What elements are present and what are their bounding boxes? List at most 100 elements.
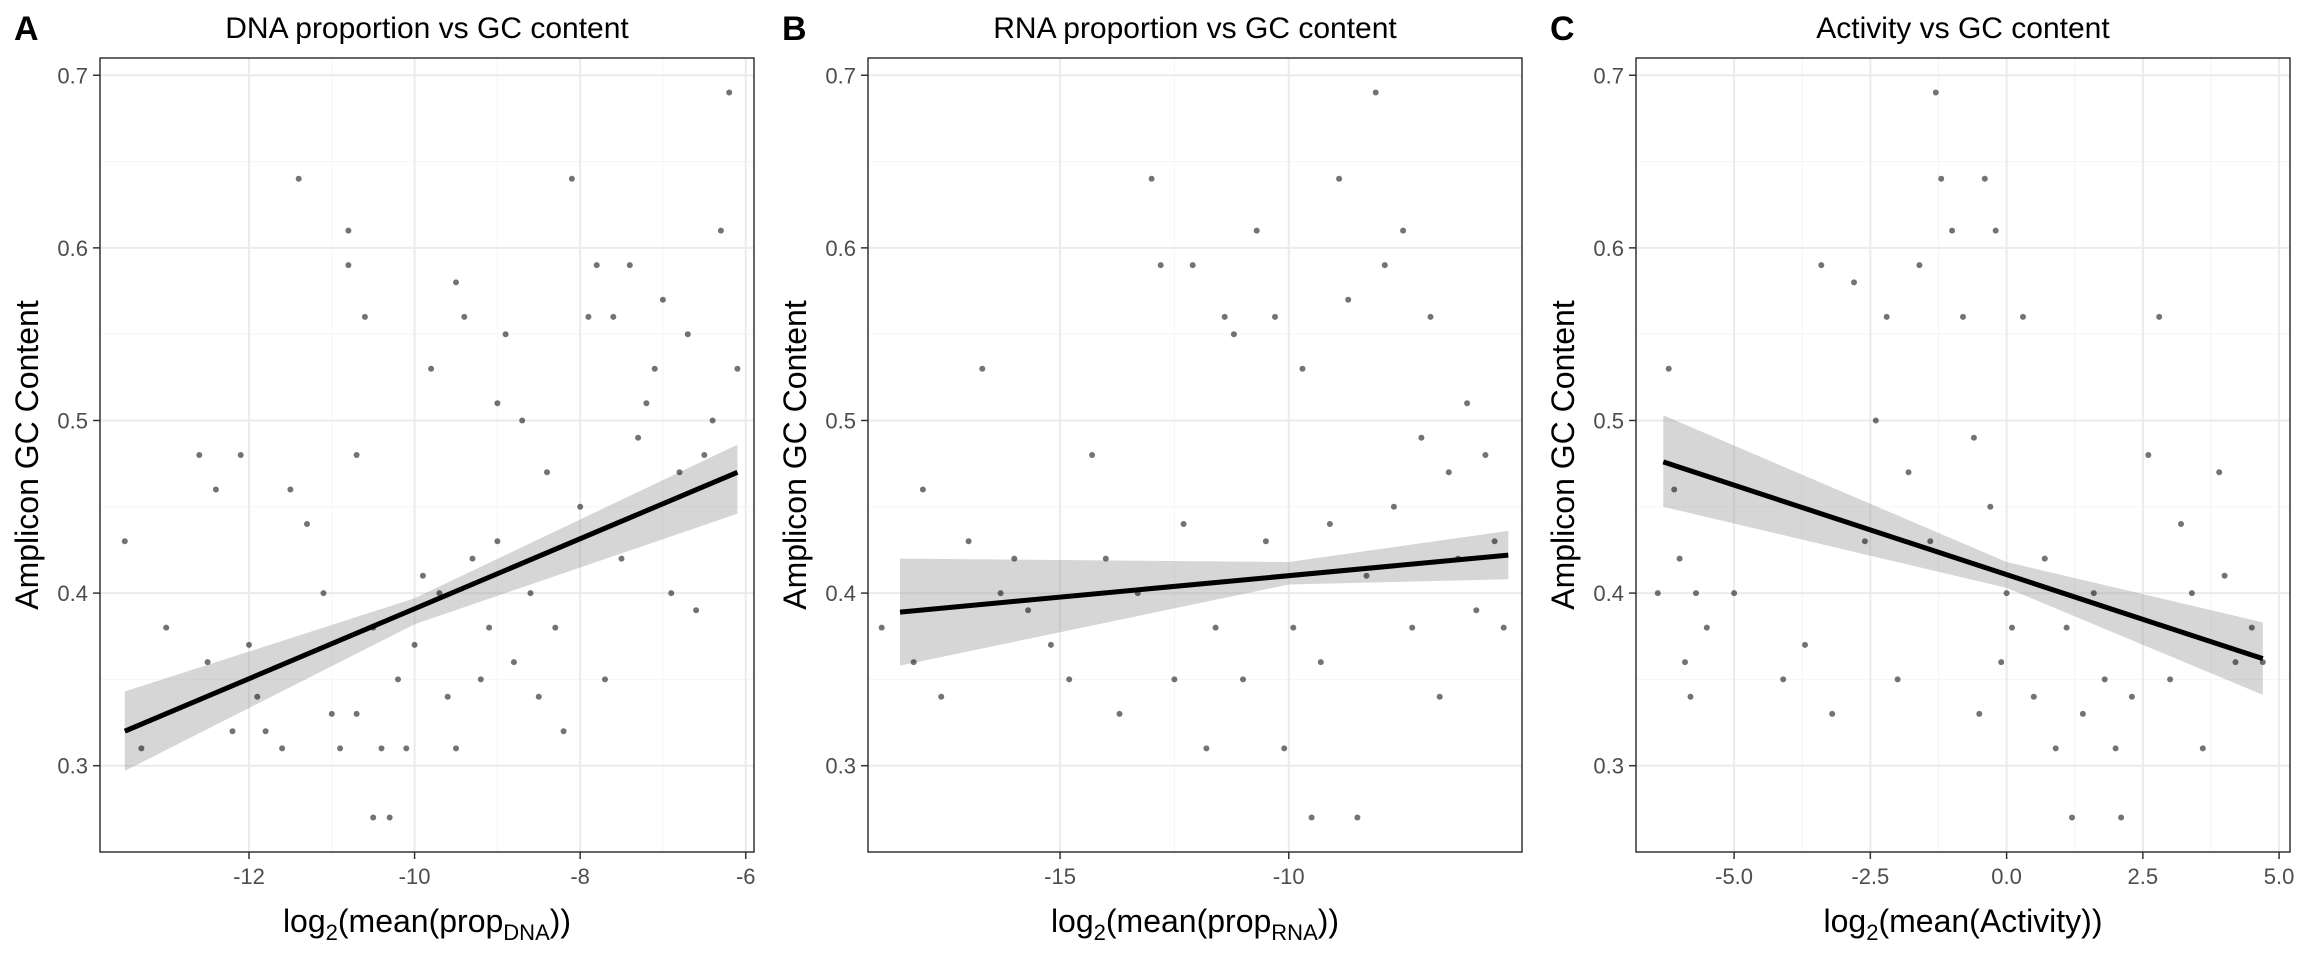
x-tick-label: -10 xyxy=(1273,864,1305,889)
data-point xyxy=(428,365,435,372)
data-point xyxy=(1290,624,1297,631)
x-tick-label: -15 xyxy=(1044,864,1076,889)
data-point xyxy=(461,313,468,320)
data-point xyxy=(353,452,360,458)
data-point xyxy=(486,624,493,631)
data-point xyxy=(544,469,550,476)
x-tick-label: -8 xyxy=(570,864,590,889)
data-point xyxy=(651,365,658,372)
data-point xyxy=(997,590,1004,597)
x-tick-label: 2.5 xyxy=(2128,864,2159,889)
data-point xyxy=(1473,607,1480,614)
data-point xyxy=(304,521,310,527)
x-axis-label: log2(mean(propDNA)) xyxy=(283,903,571,945)
data-point xyxy=(602,676,608,683)
data-point xyxy=(328,710,335,717)
data-point xyxy=(345,262,352,269)
regression-line xyxy=(899,552,1509,615)
data-point xyxy=(1326,521,1333,527)
data-point xyxy=(593,262,600,269)
data-point xyxy=(1491,538,1498,545)
data-point xyxy=(2030,693,2037,700)
data-point xyxy=(2003,590,2010,597)
data-point xyxy=(1363,572,1370,579)
panel-title: RNA proportion vs GC content xyxy=(993,12,1397,45)
data-point xyxy=(196,452,203,458)
data-point xyxy=(643,400,650,407)
data-point xyxy=(1998,659,2005,666)
data-point xyxy=(163,624,170,631)
y-tick-label: 0.7 xyxy=(57,63,88,88)
x-tick-label: -6 xyxy=(736,864,756,889)
data-point xyxy=(878,624,885,631)
data-point xyxy=(1987,503,1994,510)
y-tick-label: 0.5 xyxy=(1593,408,1624,433)
panel-letter: A xyxy=(14,10,39,48)
data-point xyxy=(204,659,211,666)
data-point xyxy=(1671,486,1678,493)
regression-line xyxy=(1662,459,2264,662)
data-point xyxy=(1089,452,1096,458)
data-point xyxy=(138,745,145,752)
data-point xyxy=(1976,710,1983,717)
data-point xyxy=(1427,313,1434,320)
data-point xyxy=(1299,365,1306,372)
confidence-band xyxy=(1663,415,2263,695)
data-point xyxy=(717,227,724,234)
data-point xyxy=(411,641,418,648)
data-point xyxy=(709,417,716,424)
data-point xyxy=(585,313,592,320)
y-axis-label: Amplicon GC Content xyxy=(9,300,45,610)
data-point xyxy=(2079,710,2086,717)
data-point xyxy=(1654,590,1661,597)
data-point xyxy=(2128,693,2135,700)
data-point xyxy=(1500,624,1507,631)
panel-c: -5.0 -2.5 0.0 2.5 5.0 0.3 0.4 0.5 0.6 0.7 C Activit… xyxy=(1545,10,2294,945)
data-point xyxy=(2221,572,2228,579)
panel-title: Activity vs GC content xyxy=(1816,12,2110,45)
regression-line xyxy=(123,469,739,734)
data-point xyxy=(1665,365,1672,372)
y-tick-label: 0.3 xyxy=(57,754,88,779)
data-point xyxy=(237,452,244,458)
data-point xyxy=(2145,452,2152,458)
data-point xyxy=(279,745,286,752)
x-tick-label: 0.0 xyxy=(1991,864,2022,889)
confidence-band xyxy=(124,444,738,771)
data-point xyxy=(510,659,517,666)
panel-frame xyxy=(99,57,755,853)
data-point xyxy=(378,745,385,752)
y-axis-label: Amplicon GC Content xyxy=(777,300,813,610)
data-point xyxy=(436,590,443,597)
data-point xyxy=(659,296,666,303)
data-point xyxy=(1230,331,1237,338)
data-point xyxy=(635,434,642,441)
data-point xyxy=(701,452,708,458)
points-layer xyxy=(121,89,741,821)
data-point xyxy=(1171,676,1178,683)
x-axis-label: log2(mean(Activity)) xyxy=(1824,903,2103,945)
data-point xyxy=(494,538,501,545)
data-point xyxy=(2090,590,2097,597)
panel-letter: C xyxy=(1550,10,1575,48)
data-point xyxy=(212,486,219,493)
points-layer xyxy=(878,89,1507,821)
data-point xyxy=(1927,538,1934,545)
data-point xyxy=(2041,555,2048,562)
data-point xyxy=(1047,641,1054,648)
data-point xyxy=(1731,590,1738,597)
x-tick-label: -2.5 xyxy=(1851,864,1889,889)
data-point xyxy=(361,313,368,320)
x-tick-label: -10 xyxy=(399,864,431,889)
data-point xyxy=(1308,814,1315,821)
data-point xyxy=(1272,313,1278,320)
y-tick-label: 0.3 xyxy=(1593,754,1624,779)
data-point xyxy=(2156,313,2163,320)
data-point xyxy=(229,728,236,735)
panel-b: -15 -10 0.3 0.4 0.5 0.6 0.7 B RNA proportion vs … xyxy=(777,10,1523,945)
data-point xyxy=(535,693,542,700)
panel-title: DNA proportion vs GC content xyxy=(225,12,629,45)
data-point xyxy=(668,590,675,597)
y-tick-label: 0.4 xyxy=(57,581,88,606)
